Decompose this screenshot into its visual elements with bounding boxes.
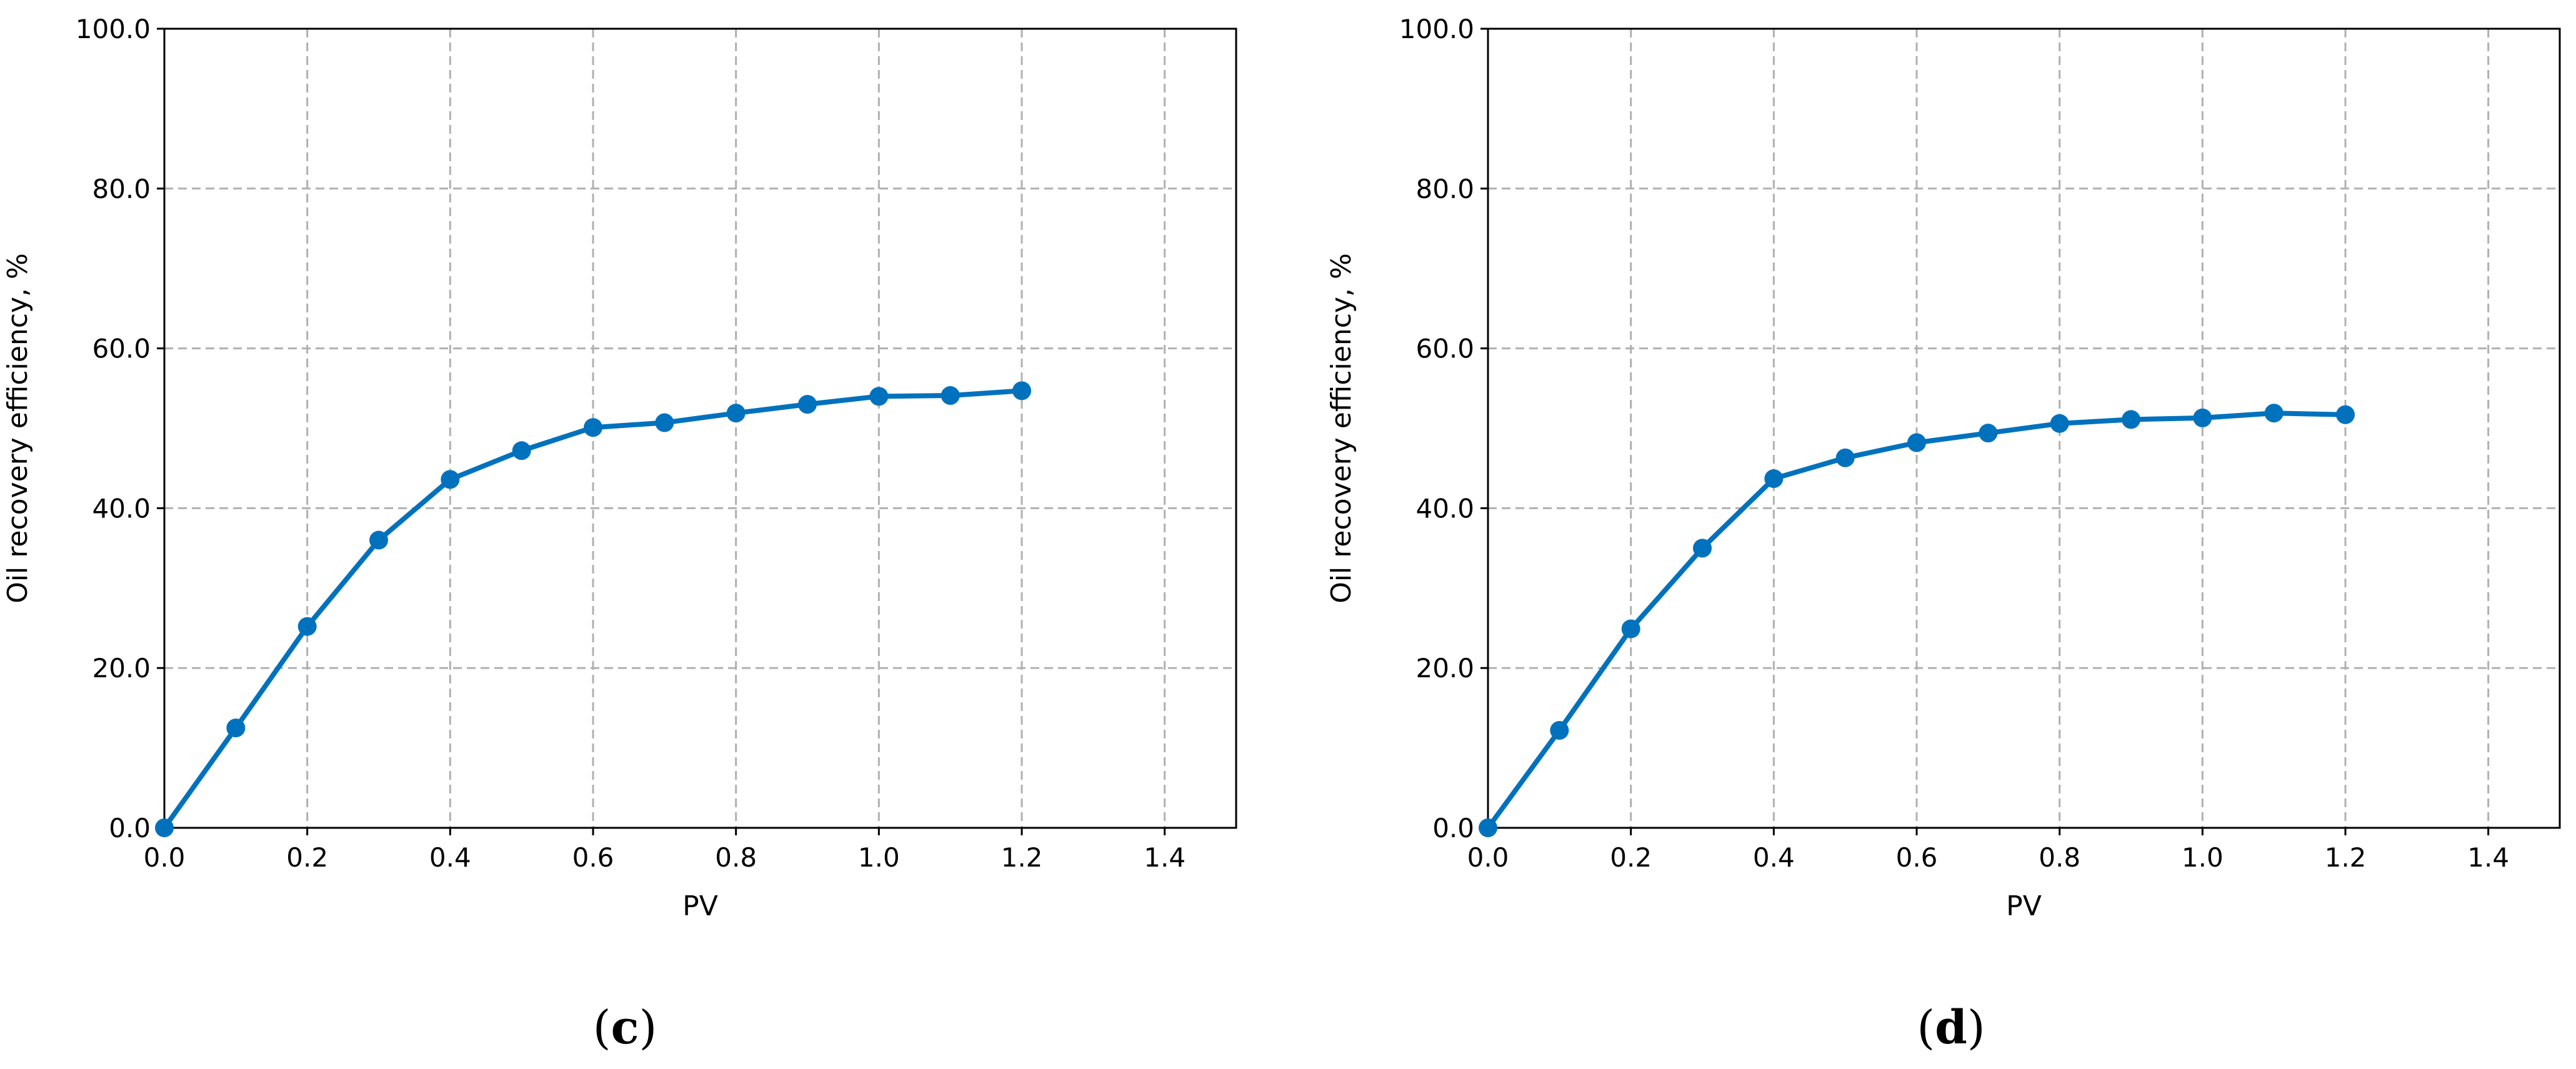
x-tick-label: 0.8 [715, 842, 757, 873]
x-axis-label: PV [2006, 890, 2042, 922]
x-tick-label: 1.2 [1001, 842, 1043, 873]
x-tick-label: 0.2 [1610, 842, 1652, 873]
y-tick-label: 80.0 [1415, 174, 1474, 204]
data-point [1764, 469, 1784, 489]
y-tick-label: 20.0 [1415, 653, 1474, 684]
data-point [798, 395, 817, 414]
y-tick-label: 60.0 [1415, 334, 1474, 364]
data-point [1835, 448, 1855, 467]
x-tick-label: 1.0 [2182, 842, 2224, 873]
data-point [1012, 381, 1031, 400]
data-point [226, 718, 246, 738]
y-tick-label: 0.0 [1432, 813, 1474, 843]
plot-frame [163, 27, 1237, 829]
y-tick-label: 40.0 [92, 493, 151, 524]
data-point [941, 386, 960, 405]
data-point [1907, 433, 1926, 452]
panel-label: (d) [1917, 1001, 1985, 1055]
data-point [1693, 539, 1712, 558]
y-axis-label: Oil recovery efficiency, % [1325, 253, 1357, 604]
data-point [155, 818, 174, 837]
data-point [869, 387, 889, 406]
y-tick-label: 80.0 [92, 174, 151, 204]
chart-panel-c: 0.0 0.2 0.4 0.6 0.8 1.0 1.2 1.4 0.0 20.0 40.0 60.0 8… [2, 14, 1237, 1055]
panel-label-close: ) [1967, 1001, 1985, 1055]
x-tick-label: 0.2 [286, 842, 328, 873]
y-tick-label: 100.0 [1399, 14, 1474, 44]
y-tick-label: 100.0 [76, 14, 151, 44]
panel-label-open: ( [1917, 1001, 1935, 1055]
data-point [2050, 414, 2069, 433]
x-axis-label: PV [682, 890, 718, 922]
data-point [2193, 408, 2212, 427]
y-axis-label: Oil recovery efficiency, % [2, 253, 34, 604]
panel-label-letter: d [1935, 1001, 1967, 1055]
x-tick-label: 0.4 [1753, 842, 1795, 873]
data-point [584, 418, 602, 437]
data-point [2264, 404, 2284, 423]
x-tick-label: 1.2 [2325, 842, 2367, 873]
data-point [2122, 410, 2140, 429]
data-point [1621, 619, 1640, 639]
data-point [1979, 424, 1998, 443]
data-point [1550, 720, 1569, 740]
data-point [2336, 405, 2355, 424]
x-tick-label: 0.0 [1467, 842, 1509, 873]
data-point [369, 530, 388, 550]
y-tick-label: 20.0 [92, 653, 151, 684]
x-tick-label: 0.6 [572, 842, 614, 873]
data-point [655, 413, 674, 432]
y-tick-label: 40.0 [1415, 493, 1474, 524]
y-tick-label: 0.0 [109, 813, 151, 843]
chart-panels: 0.0 0.2 0.4 0.6 0.8 1.0 1.2 1.4 0.0 20.0 40.0 60.0 8… [2, 14, 2561, 1055]
data-point [297, 617, 317, 636]
data-point [512, 441, 531, 460]
panel-label-letter: c [611, 1001, 639, 1055]
panel-label: (c) [593, 1001, 657, 1055]
data-point [1479, 818, 1497, 837]
panel-label-close: ) [639, 1001, 657, 1055]
chart-panel-d: 0.0 0.2 0.4 0.6 0.8 1.0 1.2 1.4 0.0 20.0 40.0 60.0 8… [1325, 14, 2561, 1055]
x-tick-label: 1.4 [2467, 842, 2509, 873]
x-tick-label: 1.0 [858, 842, 900, 873]
x-tick-label: 0.6 [1896, 842, 1938, 873]
x-tick-label: 0.0 [144, 842, 186, 873]
y-tick-label: 60.0 [92, 334, 151, 364]
x-tick-label: 0.4 [429, 842, 471, 873]
panel-label-open: ( [593, 1001, 611, 1055]
plot-frame [1487, 27, 2561, 829]
data-point [726, 404, 746, 423]
x-tick-label: 1.4 [1144, 842, 1186, 873]
data-point [441, 470, 460, 489]
x-tick-label: 0.8 [2039, 842, 2080, 873]
